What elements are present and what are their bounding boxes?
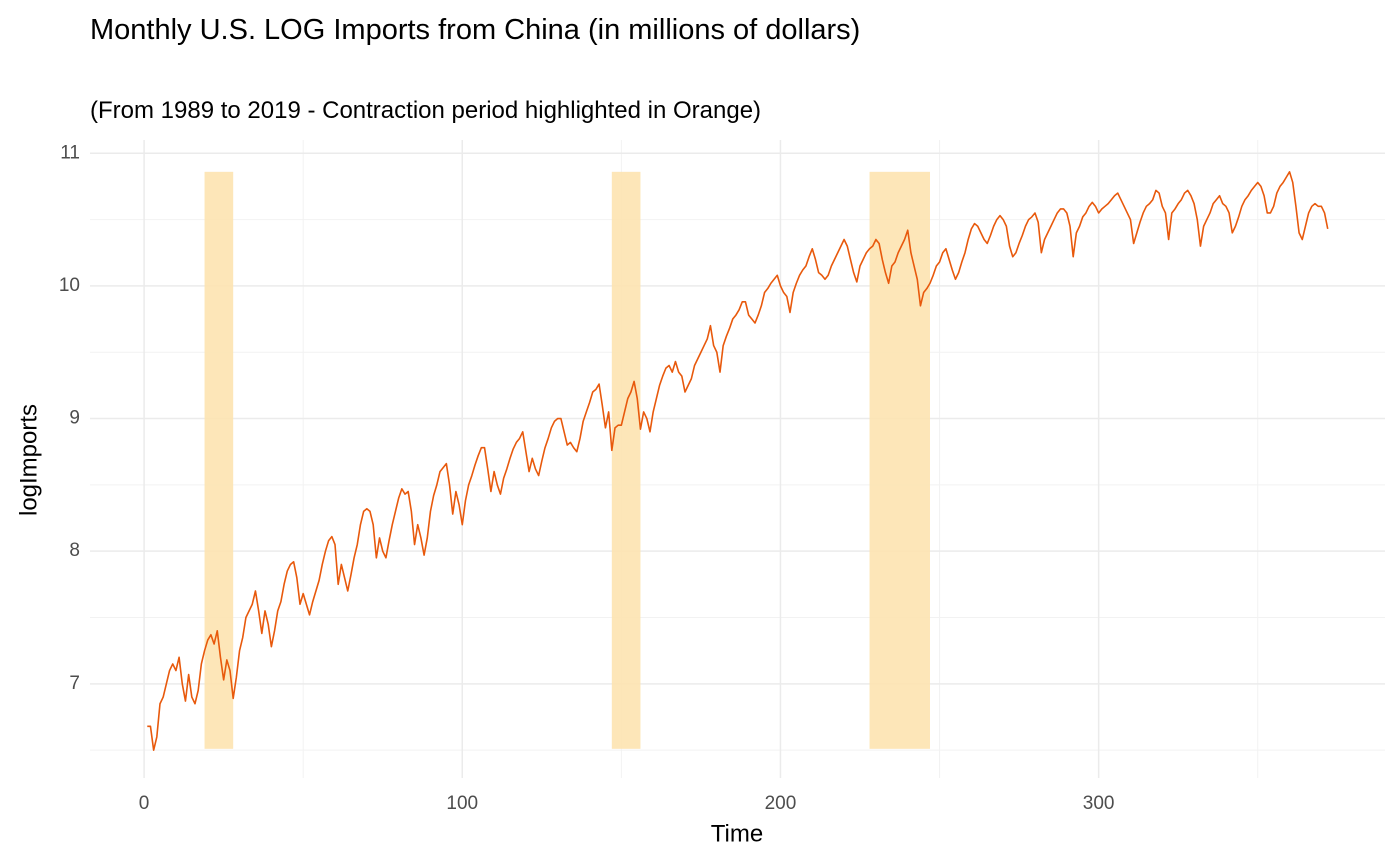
y-tick-label: 9 <box>69 408 80 429</box>
x-tick-label: 100 <box>446 793 478 814</box>
chart-subtitle: (From 1989 to 2019 - Contraction period … <box>90 97 762 124</box>
y-axis-title: logImports <box>15 404 42 516</box>
x-tick-label: 0 <box>139 793 150 814</box>
x-axis-title: Time <box>711 820 763 847</box>
y-tick-label: 7 <box>69 673 80 694</box>
y-tick-label: 11 <box>60 142 80 163</box>
data-line <box>147 171 1329 751</box>
chart-title: Monthly U.S. LOG Imports from China (in … <box>90 14 861 46</box>
x-tick-label: 300 <box>1083 793 1115 814</box>
highlight-band <box>611 171 641 749</box>
x-tick-label: 200 <box>765 793 797 814</box>
y-tick-label: 10 <box>59 275 80 296</box>
highlight-band <box>869 171 930 749</box>
y-tick-label: 8 <box>69 540 80 561</box>
highlight-band <box>204 171 234 749</box>
